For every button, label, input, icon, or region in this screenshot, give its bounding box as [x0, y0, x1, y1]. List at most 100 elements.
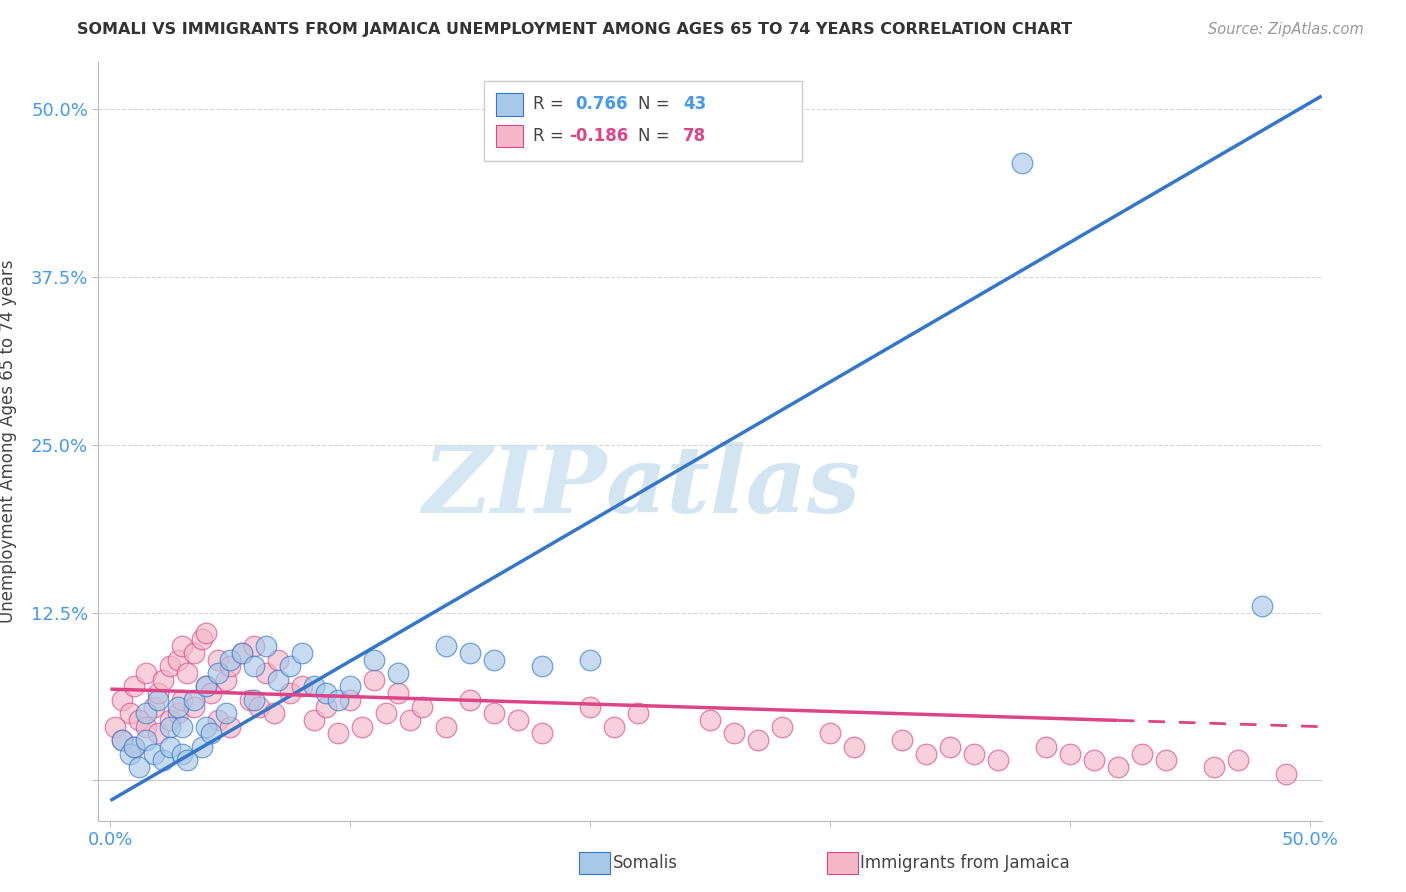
Point — [263, 706, 285, 721]
Point — [291, 646, 314, 660]
Point — [482, 706, 505, 721]
Point — [247, 699, 270, 714]
Point — [207, 666, 229, 681]
Point — [166, 699, 188, 714]
Point — [148, 686, 170, 700]
Point — [243, 659, 266, 673]
Point — [987, 753, 1010, 767]
Point — [195, 720, 218, 734]
Point — [243, 639, 266, 653]
Text: SOMALI VS IMMIGRANTS FROM JAMAICA UNEMPLOYMENT AMONG AGES 65 TO 74 YEARS CORRELA: SOMALI VS IMMIGRANTS FROM JAMAICA UNEMPL… — [77, 22, 1073, 37]
Point — [363, 652, 385, 666]
Text: R =: R = — [533, 95, 568, 113]
Point — [254, 639, 277, 653]
Point — [1011, 156, 1033, 170]
Point — [579, 699, 602, 714]
Point — [434, 639, 457, 653]
Point — [315, 686, 337, 700]
Point — [172, 747, 194, 761]
Point — [328, 726, 350, 740]
Point — [278, 659, 301, 673]
Text: Immigrants from Jamaica: Immigrants from Jamaica — [860, 855, 1070, 872]
Point — [219, 720, 242, 734]
Point — [183, 693, 205, 707]
Point — [1250, 599, 1272, 613]
Point — [291, 680, 314, 694]
Point — [1059, 747, 1081, 761]
Point — [267, 673, 290, 687]
Point — [747, 733, 769, 747]
Point — [1083, 753, 1105, 767]
Point — [458, 693, 481, 707]
Point — [231, 646, 253, 660]
Point — [142, 747, 165, 761]
Point — [214, 673, 236, 687]
Point — [172, 693, 194, 707]
Point — [339, 680, 361, 694]
Point — [363, 673, 385, 687]
Text: 0.766: 0.766 — [575, 95, 628, 113]
Point — [207, 652, 229, 666]
Point — [135, 733, 157, 747]
Text: ZIP: ZIP — [422, 442, 606, 532]
Point — [328, 693, 350, 707]
Point — [104, 720, 127, 734]
Text: N =: N = — [638, 95, 675, 113]
Point — [118, 706, 141, 721]
Point — [128, 713, 150, 727]
Point — [195, 680, 218, 694]
Point — [159, 739, 181, 754]
Point — [304, 713, 326, 727]
Point — [723, 726, 745, 740]
Point — [172, 639, 194, 653]
Point — [111, 733, 134, 747]
Point — [190, 739, 212, 754]
Point — [159, 713, 181, 727]
Point — [124, 680, 146, 694]
Point — [183, 646, 205, 660]
Point — [1274, 766, 1296, 780]
Point — [254, 666, 277, 681]
Point — [195, 680, 218, 694]
Point — [176, 666, 198, 681]
Point — [124, 739, 146, 754]
Point — [111, 693, 134, 707]
Point — [159, 659, 181, 673]
Point — [387, 666, 409, 681]
Point — [190, 632, 212, 647]
Point — [770, 720, 793, 734]
Point — [375, 706, 398, 721]
Point — [603, 720, 626, 734]
Point — [482, 652, 505, 666]
Point — [304, 680, 326, 694]
Point — [243, 693, 266, 707]
Point — [166, 706, 188, 721]
Text: 78: 78 — [683, 127, 706, 145]
Text: -0.186: -0.186 — [569, 127, 628, 145]
Text: R =: R = — [533, 127, 568, 145]
Point — [231, 646, 253, 660]
Text: Somalis: Somalis — [613, 855, 678, 872]
Point — [531, 726, 554, 740]
Point — [699, 713, 721, 727]
Point — [352, 720, 374, 734]
Point — [1226, 753, 1249, 767]
FancyBboxPatch shape — [484, 81, 801, 161]
Point — [238, 693, 260, 707]
Bar — [496, 93, 523, 116]
Bar — [496, 125, 523, 147]
Text: N =: N = — [638, 127, 675, 145]
Point — [531, 659, 554, 673]
Point — [508, 713, 530, 727]
Point — [152, 753, 174, 767]
Point — [399, 713, 422, 727]
Point — [219, 659, 242, 673]
Point — [1202, 760, 1225, 774]
Point — [172, 720, 194, 734]
Point — [1130, 747, 1153, 761]
Point — [1107, 760, 1129, 774]
Point — [278, 686, 301, 700]
Point — [627, 706, 650, 721]
Y-axis label: Unemployment Among Ages 65 to 74 years: Unemployment Among Ages 65 to 74 years — [0, 260, 17, 624]
Point — [411, 699, 433, 714]
